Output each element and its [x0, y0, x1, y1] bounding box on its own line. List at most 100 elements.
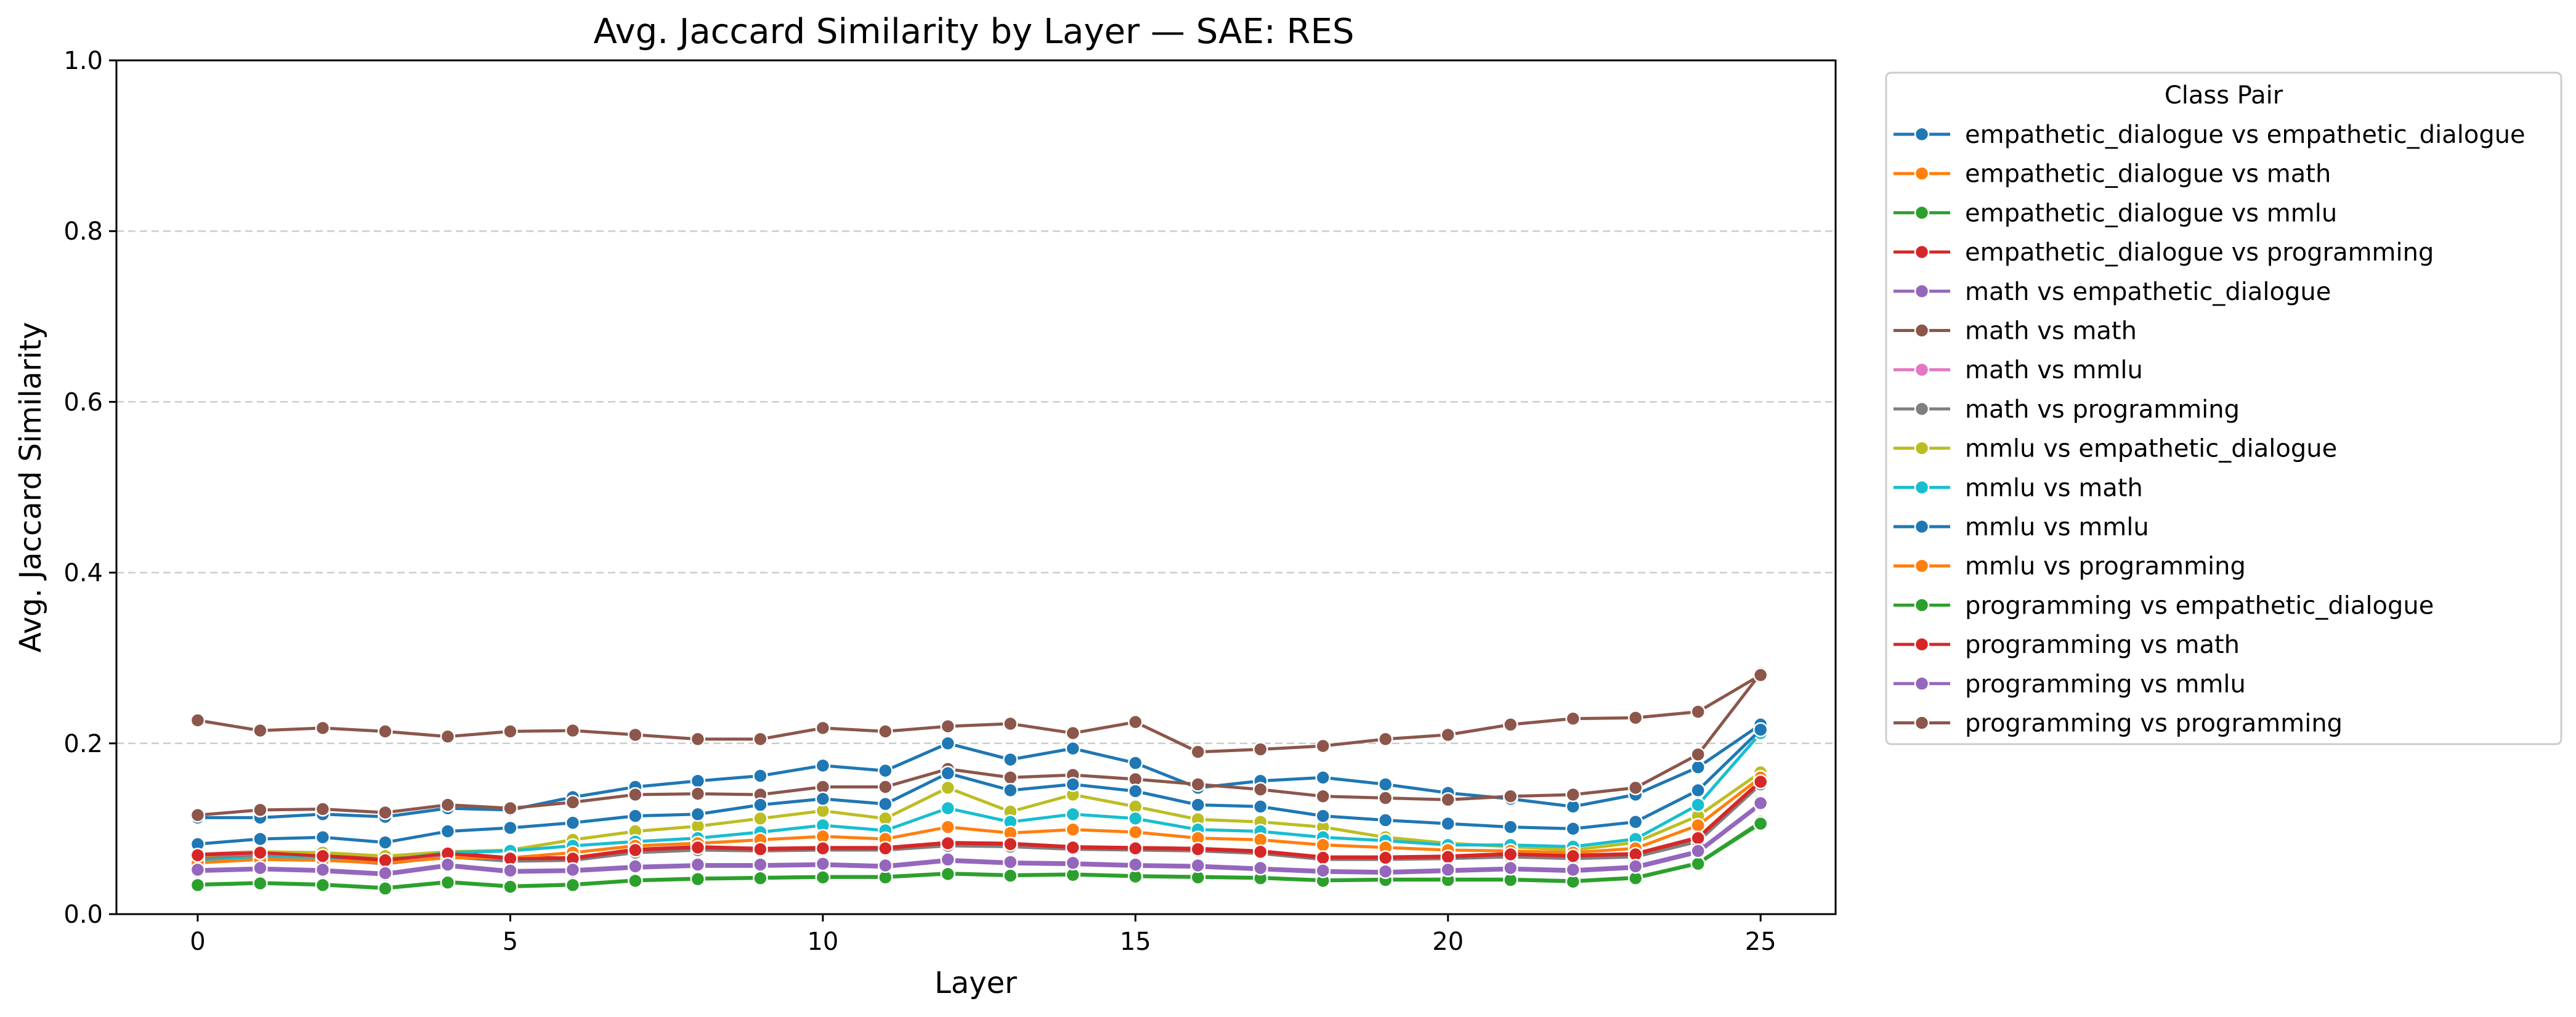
legend-entry: math vs programming — [1894, 395, 2240, 424]
legend-marker — [1914, 323, 1930, 338]
legend-title: Class Pair — [2165, 81, 2283, 110]
data-point — [1128, 824, 1143, 840]
data-point — [565, 862, 581, 878]
y-tick-label: 0.6 — [63, 388, 103, 416]
plot-frame — [115, 59, 1837, 915]
data-point — [753, 841, 768, 857]
series-15 — [190, 667, 1768, 760]
legend-entry: empathetic_dialogue vs mmlu — [1894, 199, 2337, 227]
data-point — [1003, 854, 1018, 870]
data-point — [815, 856, 831, 872]
data-point — [878, 779, 893, 795]
data-point — [315, 877, 331, 893]
legend-marker — [1914, 598, 1930, 613]
data-point — [690, 773, 706, 789]
data-point — [1065, 840, 1081, 856]
legend-entry: math vs math — [1894, 317, 2137, 346]
y-tick-label: 0.8 — [63, 217, 103, 246]
data-point — [1565, 711, 1581, 726]
legend-entry: empathetic_dialogue vs math — [1894, 160, 2331, 188]
gridlines — [116, 230, 1836, 745]
legend-label: programming vs mmlu — [1965, 670, 2246, 699]
data-point — [690, 871, 706, 887]
data-point — [378, 835, 393, 850]
legend-marker — [1914, 166, 1930, 181]
data-point — [1128, 811, 1143, 827]
data-point — [1378, 864, 1393, 879]
data-point — [1128, 784, 1143, 799]
data-point — [565, 795, 581, 810]
data-point — [690, 840, 706, 856]
legend-label: empathetic_dialogue vs empathetic_dialog… — [1965, 121, 2525, 149]
data-point — [878, 763, 893, 779]
data-point — [1378, 790, 1393, 806]
data-point — [1253, 844, 1268, 860]
data-point — [690, 786, 706, 801]
data-point — [1315, 863, 1331, 878]
data-point — [1065, 822, 1081, 838]
series-line — [197, 776, 1762, 865]
legend-marker — [1914, 480, 1930, 495]
data-point — [1440, 862, 1456, 878]
x-tick-label: 15 — [1120, 928, 1151, 956]
data-point — [1378, 850, 1393, 865]
data-point — [878, 857, 893, 873]
data-point — [440, 824, 456, 839]
data-point — [1128, 714, 1143, 730]
data-point — [190, 807, 206, 823]
data-point — [628, 727, 643, 743]
data-point — [1003, 868, 1018, 883]
x-tick-label: 25 — [1745, 928, 1776, 956]
data-point — [1502, 717, 1518, 732]
data-point — [1315, 850, 1331, 865]
legend-label: mmlu vs empathetic_dialogue — [1965, 435, 2337, 463]
data-point — [1690, 817, 1706, 833]
x-tick-label: 5 — [503, 928, 518, 956]
data-point — [1378, 812, 1393, 828]
y-tick-label: 1.0 — [63, 47, 103, 75]
data-point — [1065, 855, 1081, 871]
legend-marker — [1914, 636, 1930, 652]
series-line — [197, 732, 1762, 863]
data-point — [190, 862, 206, 878]
data-point — [1690, 830, 1706, 846]
data-point — [753, 731, 768, 747]
data-point — [940, 800, 956, 816]
legend-marker — [1914, 283, 1930, 299]
data-point — [753, 870, 768, 886]
data-point — [1752, 795, 1768, 811]
data-point — [1065, 725, 1081, 741]
data-point — [940, 718, 956, 734]
data-point — [1752, 722, 1768, 737]
legend-entry: mmlu vs mmlu — [1894, 513, 2149, 541]
data-point — [503, 863, 518, 878]
data-point — [628, 859, 643, 874]
data-point — [315, 801, 331, 817]
data-point — [878, 724, 893, 739]
data-point — [1253, 860, 1268, 876]
data-point — [1565, 862, 1581, 878]
legend-label: empathetic_dialogue vs mmlu — [1965, 199, 2337, 227]
data-point — [628, 808, 643, 824]
data-point — [1003, 782, 1018, 798]
data-point — [565, 723, 581, 739]
series-10 — [190, 722, 1768, 852]
data-point — [440, 875, 456, 890]
data-point — [1065, 806, 1081, 822]
data-point — [1502, 860, 1518, 876]
legend-label: mmlu vs programming — [1965, 553, 2246, 581]
data-point — [315, 848, 331, 864]
legend-label: empathetic_dialogue vs programming — [1965, 238, 2434, 267]
data-point — [1752, 667, 1768, 683]
data-point — [1627, 814, 1643, 830]
data-point — [753, 857, 768, 872]
data-point — [378, 853, 393, 868]
legend-entry: mmlu vs math — [1894, 474, 2143, 502]
data-point — [1752, 816, 1768, 832]
data-point — [1190, 841, 1206, 857]
y-tick-label: 0.4 — [63, 559, 103, 588]
data-point — [565, 877, 581, 893]
data-point — [1003, 769, 1018, 785]
legend-box — [1885, 71, 2562, 745]
data-point — [440, 857, 456, 872]
